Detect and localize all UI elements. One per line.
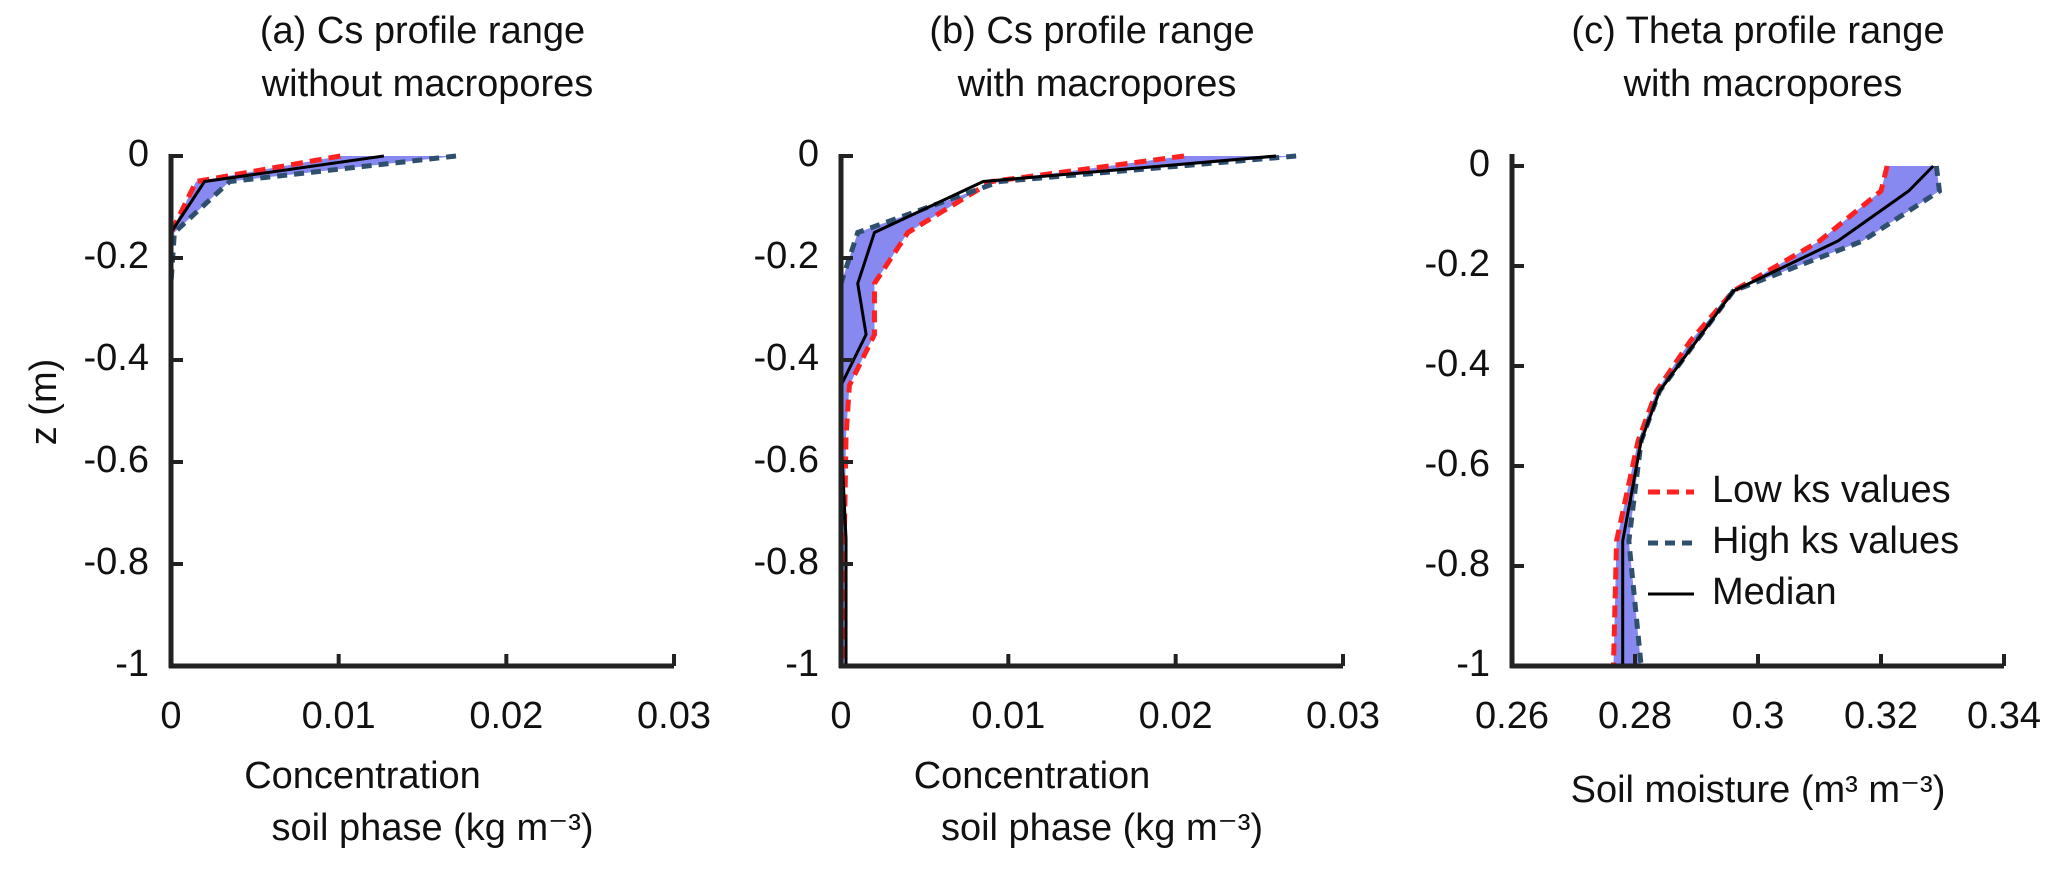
series-line <box>169 154 385 666</box>
chart-title: (c) Theta profile range <box>1571 10 1944 52</box>
x-axis-label: soil phase (kg m⁻³) <box>941 807 1263 849</box>
series-line <box>1626 165 1943 667</box>
series-line <box>168 153 457 666</box>
x-tick-label: 0.02 <box>469 695 543 737</box>
x-tick-label: 0 <box>830 695 851 737</box>
chart-title: with macropores <box>1623 63 1903 105</box>
y-tick-label: -0.4 <box>754 337 819 379</box>
x-tick-label: 0 <box>160 695 181 737</box>
y-tick-label: -0.8 <box>754 541 819 583</box>
x-tick-label: 0.28 <box>1598 695 1672 737</box>
chart-title: with macropores <box>957 63 1237 105</box>
legend-label: High ks values <box>1712 520 1959 562</box>
y-tick-label: -0.8 <box>84 541 149 583</box>
y-tick-label: 0 <box>128 133 149 175</box>
x-axis-label: Soil moisture (m³ m⁻³) <box>1571 769 1946 811</box>
legend-label: Median <box>1712 571 1837 613</box>
y-tick-label: -0.2 <box>754 235 819 277</box>
series-line <box>1610 165 1890 667</box>
y-tick-label: -0.4 <box>1425 343 1490 385</box>
y-tick-label: -1 <box>1456 643 1490 685</box>
x-axis-label: Concentration <box>914 755 1151 797</box>
x-tick-label: 0.01 <box>971 695 1045 737</box>
y-tick-label: -0.2 <box>1425 243 1490 285</box>
series-line <box>1621 164 1935 666</box>
series-line <box>839 154 1277 666</box>
x-tick-label: 0.01 <box>302 695 376 737</box>
y-tick-label: -0.6 <box>84 439 149 481</box>
y-tick-label: -1 <box>115 643 149 685</box>
x-tick-label: 0.26 <box>1475 695 1549 737</box>
range-band <box>171 156 457 666</box>
y-tick-label: 0 <box>1469 143 1490 185</box>
y-tick-label: -1 <box>785 643 819 685</box>
y-tick-label: -0.4 <box>84 337 149 379</box>
x-tick-label: 0.3 <box>1732 695 1785 737</box>
y-tick-label: -0.6 <box>1425 443 1490 485</box>
y-tick-label: -0.6 <box>754 439 819 481</box>
chart-title: without macropores <box>261 63 594 105</box>
x-tick-label: 0.34 <box>1967 695 2041 737</box>
x-tick-label: 0.32 <box>1844 695 1918 737</box>
x-tick-label: 0.03 <box>637 695 711 737</box>
legend-label: Low ks values <box>1712 469 1951 511</box>
y-axis-label: z (m) <box>23 359 65 446</box>
chart-title: (b) Cs profile range <box>929 10 1254 52</box>
y-tick-label: -0.8 <box>1425 543 1490 585</box>
x-axis-label: soil phase (kg m⁻³) <box>271 807 593 849</box>
y-tick-label: 0 <box>798 133 819 175</box>
x-tick-label: 0.03 <box>1306 695 1380 737</box>
chart-title: (a) Cs profile range <box>260 10 585 52</box>
y-tick-label: -0.2 <box>84 235 149 277</box>
x-tick-label: 0.02 <box>1139 695 1213 737</box>
series-line <box>168 153 341 666</box>
x-axis-label: Concentration <box>244 755 481 797</box>
